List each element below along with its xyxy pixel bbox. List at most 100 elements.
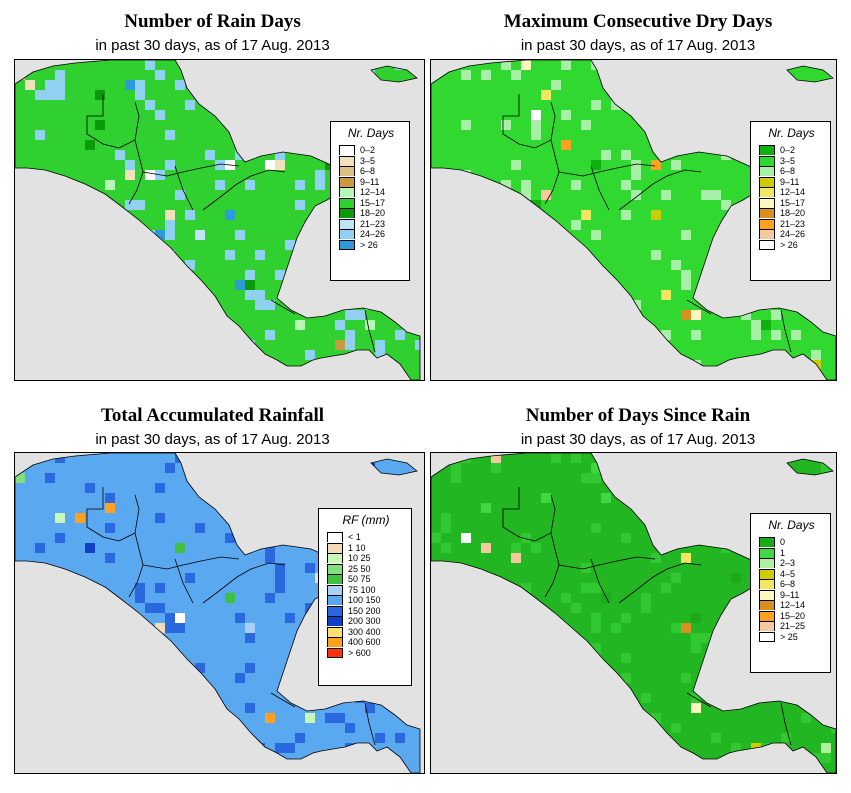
legend-label: 0–2 [780, 145, 796, 156]
legend-title: Nr. Days [768, 126, 815, 140]
legend-swatch [759, 166, 775, 177]
legend-swatch [759, 208, 775, 219]
legend-swatch [339, 145, 355, 156]
legend-item: 1 10 [327, 542, 405, 554]
legend-item: 1 [759, 547, 824, 559]
legend-label: 9–11 [780, 176, 800, 187]
legend-swatch [339, 197, 355, 208]
island-coastline [370, 65, 418, 83]
legend-item: 6–8 [759, 579, 824, 590]
legend-swatch [759, 568, 775, 579]
legend-item: > 25 [759, 631, 824, 643]
legend-item: 9–11 [759, 589, 824, 601]
country-border [780, 309, 792, 353]
panel-accumulated-rainfall: Total Accumulated Rainfall in past 30 da… [0, 396, 425, 793]
legend-swatch [759, 621, 775, 632]
legend-swatch [759, 176, 775, 187]
legend-swatch [327, 616, 343, 627]
island-coastline [786, 458, 834, 476]
legend-swatch [327, 563, 343, 574]
legend-swatch [327, 584, 343, 595]
legend-label: 10 25 [348, 553, 371, 564]
legend-item: 3–5 [339, 155, 403, 167]
legend-item: 3–5 [759, 155, 824, 167]
legend-item: 0–2 [339, 145, 403, 156]
legend-swatch [759, 631, 775, 642]
legend-swatch [339, 229, 355, 240]
legend-item: 0–2 [759, 145, 824, 156]
country-border [142, 163, 240, 177]
legend-days-since-rain: Nr. Days 0 1 2–3 4–5 6–8 9–11 12–14 15–20 21–25 >… [750, 513, 831, 673]
legend-swatch [327, 532, 343, 543]
legend-swatch [339, 187, 355, 198]
legend-item: > 26 [759, 239, 824, 251]
legend-label: 0–2 [360, 145, 376, 156]
country-border [686, 692, 712, 708]
legend-swatch [339, 239, 355, 250]
legend-item: 300 400 [327, 626, 405, 638]
panel-subtitle: in past 30 days, as of 17 Aug. 2013 [520, 431, 756, 448]
legend-item: 4–5 [759, 568, 824, 580]
legend-swatch [327, 647, 343, 658]
legend-label: 12–14 [360, 187, 386, 198]
legend-item: 100 150 [327, 595, 405, 606]
legend-label: > 600 [348, 647, 371, 658]
legend-swatch [759, 589, 775, 600]
legend-swatch [759, 229, 775, 240]
legend-label: 24–26 [360, 229, 386, 240]
panel-subtitle: in past 30 days, as of 17 Aug. 2013 [520, 37, 756, 54]
map-accumulated-rainfall[interactable] [14, 452, 425, 774]
legend-swatch [327, 553, 343, 564]
island-coastline [786, 65, 834, 83]
legend-item: 15–17 [339, 197, 403, 209]
legend-item: 12–14 [759, 187, 824, 198]
legend-swatch [759, 218, 775, 229]
legend-swatch [327, 637, 343, 648]
legend-item: 15–20 [759, 610, 824, 622]
legend-item: 6–8 [339, 166, 403, 177]
legend-swatch [339, 155, 355, 166]
legend-item: 75 100 [327, 584, 405, 596]
country-border [142, 556, 240, 570]
legend-label: 15–20 [780, 610, 806, 621]
legend-label: 9–11 [780, 589, 800, 600]
legend-swatch [759, 610, 775, 621]
country-border [590, 558, 610, 604]
legend-item: 150 200 [327, 605, 405, 617]
legend-swatch [327, 574, 343, 585]
legend-label: 6–8 [360, 166, 376, 177]
legend-label: 3–5 [780, 155, 796, 166]
country-border [86, 487, 140, 542]
legend-label: 1 [780, 547, 786, 558]
legend-label: 25 50 [348, 563, 371, 574]
country-border [270, 692, 296, 708]
legend-item: 21–23 [759, 218, 824, 230]
legend-label: 2–3 [780, 558, 796, 569]
legend-item: 200 300 [327, 616, 405, 627]
panel-title: Maximum Consecutive Dry Days [503, 11, 773, 32]
legend-swatch [759, 579, 775, 590]
legend-label: 12–14 [780, 600, 806, 611]
legend-title: Nr. Days [768, 518, 815, 532]
country-border [780, 702, 792, 746]
panel-title: Number of Days Since Rain [525, 405, 751, 426]
panel-dry-days: Maximum Consecutive Dry Days in past 30 … [425, 0, 851, 396]
panel-subtitle: in past 30 days, as of 17 Aug. 2013 [95, 37, 330, 54]
country-border [544, 532, 560, 598]
legend-swatch [327, 626, 343, 637]
legend-swatch [327, 605, 343, 616]
legend-item: 24–26 [759, 229, 824, 240]
legend-label: 6–8 [780, 579, 796, 590]
country-border [174, 165, 194, 211]
legend-item: 21–25 [759, 621, 824, 632]
country-border [128, 532, 144, 598]
legend-item: 10 25 [327, 553, 405, 564]
legend-item: 18–20 [759, 208, 824, 219]
legend-item: < 1 [327, 532, 405, 543]
legend-item: 15–17 [759, 197, 824, 209]
legend-swatch [759, 155, 775, 166]
country-border [202, 169, 286, 211]
legend-item: 24–26 [339, 229, 403, 240]
country-border [618, 562, 702, 604]
